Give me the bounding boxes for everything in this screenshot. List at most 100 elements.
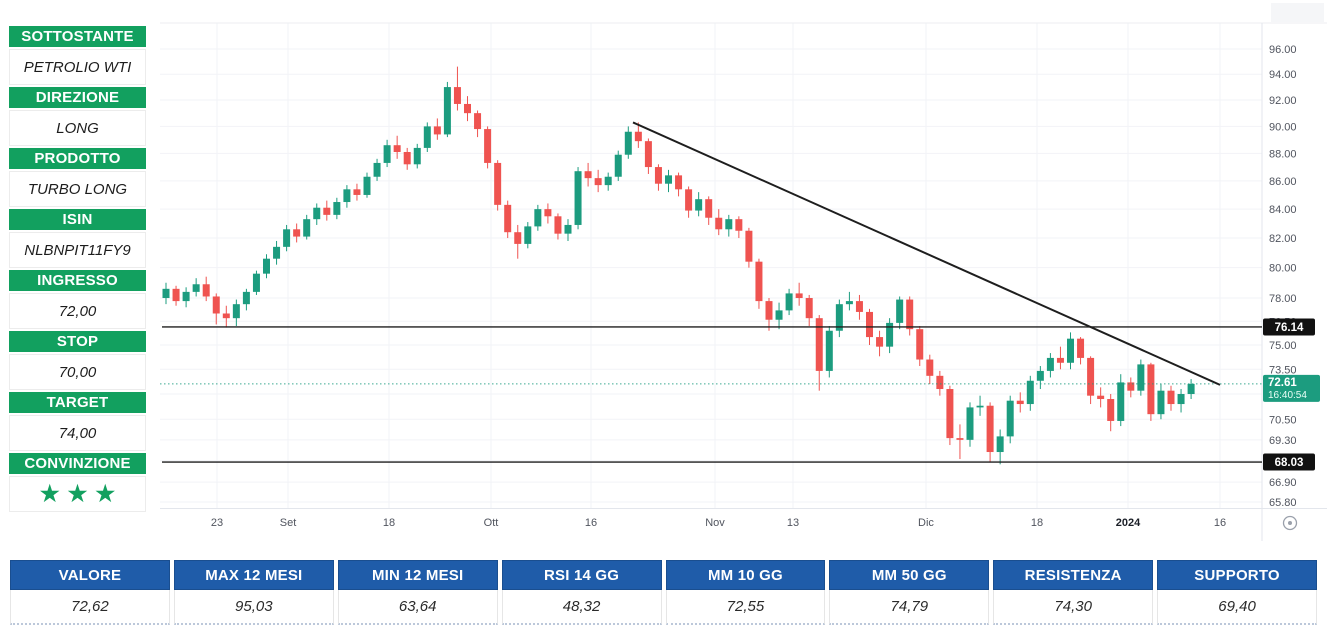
candlestick-series <box>162 66 1195 465</box>
candle <box>775 310 783 320</box>
candle <box>413 147 421 165</box>
stat-col-min12: MIN 12 MESI 63,64 <box>337 560 498 625</box>
candle <box>423 126 431 148</box>
candle <box>876 337 884 347</box>
table-header-mm50: MM 50 GG <box>829 560 990 590</box>
candle <box>484 129 492 163</box>
candle <box>845 301 853 305</box>
svg-text:16: 16 <box>1214 517 1226 529</box>
candle <box>685 189 693 211</box>
table-value-supporto: 69,40 <box>1157 590 1317 625</box>
candle <box>584 171 592 179</box>
candle <box>996 436 1004 453</box>
sidebar-label-stop: STOP <box>9 331 146 352</box>
svg-text:18: 18 <box>1031 517 1043 529</box>
candle <box>564 224 572 234</box>
candle <box>624 131 632 155</box>
candle <box>544 209 552 217</box>
candle <box>594 178 602 186</box>
candle <box>1157 390 1165 415</box>
table-header-resistenza: RESISTENZA <box>993 560 1154 590</box>
svg-text:82.00: 82.00 <box>1269 233 1297 245</box>
stat-col-valore: VALORE 72,62 <box>10 560 170 625</box>
stats-table: VALORE 72,62 MAX 12 MESI 95,03 MIN 12 ME… <box>10 560 1317 625</box>
candle <box>453 87 461 104</box>
candle <box>323 207 331 215</box>
svg-text:2024: 2024 <box>1116 517 1141 529</box>
table-value-mm50: 74,79 <box>829 590 990 625</box>
stat-col-resistenza: RESISTENZA 74,30 <box>993 560 1154 625</box>
svg-text:Nov: Nov <box>705 517 725 529</box>
svg-text:86.00: 86.00 <box>1269 176 1297 188</box>
candle <box>1137 364 1145 391</box>
candle <box>192 284 200 292</box>
candle <box>202 284 210 297</box>
svg-text:66.90: 66.90 <box>1269 477 1297 489</box>
axis-corner <box>1271 3 1324 22</box>
descending-trendline[interactable] <box>632 121 1221 386</box>
candle <box>886 322 894 347</box>
candle <box>745 230 753 262</box>
candle <box>946 389 954 439</box>
sidebar-label-isin: ISIN <box>9 209 146 230</box>
svg-text:76.14: 76.14 <box>1275 322 1304 334</box>
candle <box>303 219 311 237</box>
stat-col-mm50: MM 50 GG 74,79 <box>829 560 990 625</box>
candle <box>524 226 532 244</box>
sidebar-label-sottostante: SOTTOSTANTE <box>9 26 146 47</box>
candle <box>313 207 321 220</box>
candle <box>283 229 291 247</box>
candle <box>1046 357 1054 371</box>
svg-text:65.80: 65.80 <box>1269 497 1297 509</box>
candle <box>725 219 733 230</box>
trade-info-panel: SOTTOSTANTE PETROLIO WTI DIREZIONE LONG … <box>9 26 146 514</box>
table-header-supporto: SUPPORTO <box>1157 560 1317 590</box>
candle <box>1167 390 1175 405</box>
candle <box>393 145 401 152</box>
svg-text:90.00: 90.00 <box>1269 121 1297 133</box>
svg-text:84.00: 84.00 <box>1269 204 1297 216</box>
candle <box>675 175 683 190</box>
candle <box>855 301 863 312</box>
sidebar-label-prodotto: PRODOTTO <box>9 148 146 169</box>
sidebar-label-convinzione: CONVINZIONE <box>9 453 146 474</box>
candle <box>273 246 281 259</box>
support-price-label: 68.03 <box>1263 453 1315 471</box>
candle <box>343 189 351 203</box>
sidebar-label-ingresso: INGRESSO <box>9 270 146 291</box>
candle <box>986 405 994 453</box>
gridlines <box>160 23 1262 508</box>
candle <box>534 209 542 227</box>
candle <box>504 204 512 233</box>
price-chart[interactable]: 96.00 94.00 92.00 90.00 88.00 86.00 84.00 82.00… <box>0 0 1327 552</box>
price-axis[interactable]: 96.00 94.00 92.00 90.00 88.00 86.00 84.00 82.00… <box>1269 44 1297 509</box>
candle <box>906 299 914 330</box>
svg-text:94.00: 94.00 <box>1269 69 1297 81</box>
svg-text:Dic: Dic <box>918 517 934 529</box>
candle <box>1107 399 1115 421</box>
time-axis[interactable]: 23 Set 18 Ott 16 Nov 13 Dic 18 2024 16 <box>211 517 1226 529</box>
table-value-valore: 72,62 <box>10 590 170 625</box>
candle <box>1147 364 1155 415</box>
candle <box>242 291 250 305</box>
candle <box>464 103 471 114</box>
candle <box>604 176 612 186</box>
sidebar-value-entry: 72,00 <box>9 293 146 329</box>
sidebar-value-isin: NLBNPIT11FY9 <box>9 232 146 268</box>
candle <box>252 273 260 292</box>
svg-text:18: 18 <box>383 517 395 529</box>
candle <box>1127 382 1135 391</box>
candle <box>976 405 984 408</box>
candle <box>614 154 622 177</box>
axis-settings-icon[interactable] <box>1282 515 1298 531</box>
table-value-resistenza: 74,30 <box>993 590 1154 625</box>
svg-text:88.00: 88.00 <box>1269 148 1297 160</box>
conviction-stars: ★★★ <box>9 476 146 512</box>
candle <box>363 176 371 195</box>
svg-text:Set: Set <box>280 517 297 529</box>
candle <box>222 313 230 319</box>
candle <box>956 438 964 440</box>
candle <box>785 293 793 311</box>
candle <box>1006 400 1014 437</box>
